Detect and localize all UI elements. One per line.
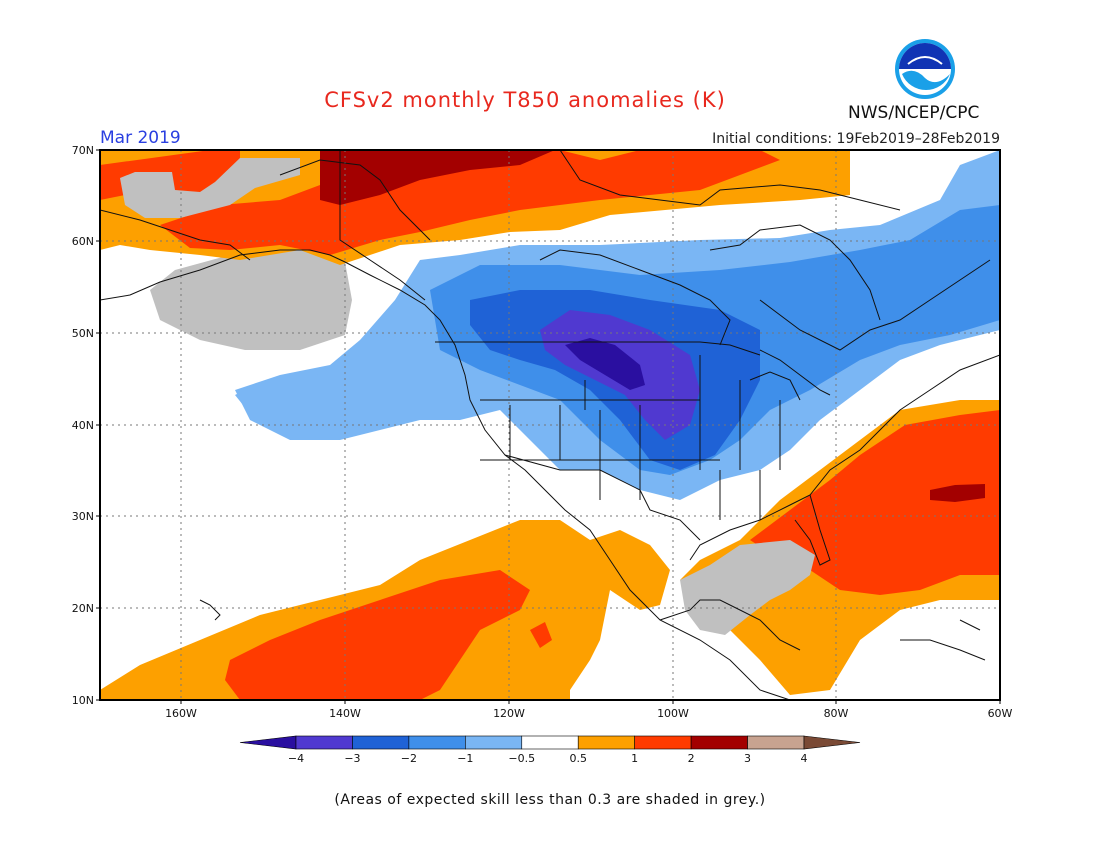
warm-anomaly-area <box>225 570 530 700</box>
latitude-label: 30N <box>72 510 94 523</box>
coastlines <box>100 150 1000 700</box>
warm-anomaly-area <box>530 622 552 648</box>
longitude-label: 100W <box>657 707 689 720</box>
latitude-label: 40N <box>72 419 94 432</box>
latitude-label: 60N <box>72 235 94 248</box>
latitude-label: 20N <box>72 602 94 615</box>
longitude-label: 80W <box>824 707 849 720</box>
latitude-ticks: 70N 60N 50N 40N 30N 20N 10N <box>72 144 100 707</box>
colorbar-label: −2 <box>401 752 417 765</box>
latitude-label: 70N <box>72 144 94 157</box>
colorbar-label: 3 <box>744 752 751 765</box>
initial-conditions: Initial conditions: 19Feb2019–28Feb2019 <box>712 131 1000 147</box>
colorbar-label: −1 <box>457 752 473 765</box>
latitude-label: 50N <box>72 327 94 340</box>
latitude-label: 10N <box>72 694 94 707</box>
cold-anomaly-area <box>235 350 450 440</box>
low-skill-area <box>150 245 352 350</box>
colorbar-swatch <box>465 735 523 750</box>
warm-anomaly-area <box>160 150 780 255</box>
map-title: CFSv2 monthly T850 anomalies (K) <box>324 88 726 112</box>
graticule <box>100 150 1000 700</box>
skill-footnote: (Areas of expected skill less than 0.3 a… <box>334 792 766 808</box>
colorbar-swatch <box>690 735 748 750</box>
colorbar-swatch <box>747 735 805 750</box>
longitude-label: 140W <box>329 707 361 720</box>
colorbar-swatch <box>295 735 353 750</box>
colorbar-swatch <box>408 735 466 750</box>
warm-anomaly-area <box>930 484 985 502</box>
warm-anomaly-area <box>320 150 555 205</box>
colorbar-swatch <box>577 735 635 750</box>
colorbar-label: 4 <box>801 752 808 765</box>
colorbar-label: −4 <box>288 752 304 765</box>
colorbar-arrow-low <box>239 735 297 750</box>
colorbar-arrow-high <box>803 735 861 750</box>
noaa-logo <box>895 39 955 99</box>
colorbar-swatch <box>521 735 579 750</box>
low-skill-area <box>680 540 815 635</box>
longitude-ticks: 160W 140W 120W 100W 80W 60W <box>165 700 1013 720</box>
longitude-label: 160W <box>165 707 197 720</box>
longitude-label: 120W <box>493 707 525 720</box>
agency-label: NWS/NCEP/CPC <box>848 103 980 123</box>
colorbar-label: 2 <box>688 752 695 765</box>
forecast-month: Mar 2019 <box>100 128 181 148</box>
colorbar-label: 1 <box>631 752 638 765</box>
warm-anomaly-area <box>750 410 1000 595</box>
longitude-label: 60W <box>988 707 1013 720</box>
colorbar-label: −3 <box>344 752 360 765</box>
colorbar-swatch <box>352 735 410 750</box>
colorbar-label: 0.5 <box>569 752 587 765</box>
cold-anomaly-area <box>565 338 645 390</box>
political-borders <box>339 150 781 541</box>
low-skill-area <box>120 158 300 218</box>
colorbar-swatch <box>634 735 692 750</box>
colorbar-label: −0.5 <box>508 752 535 765</box>
